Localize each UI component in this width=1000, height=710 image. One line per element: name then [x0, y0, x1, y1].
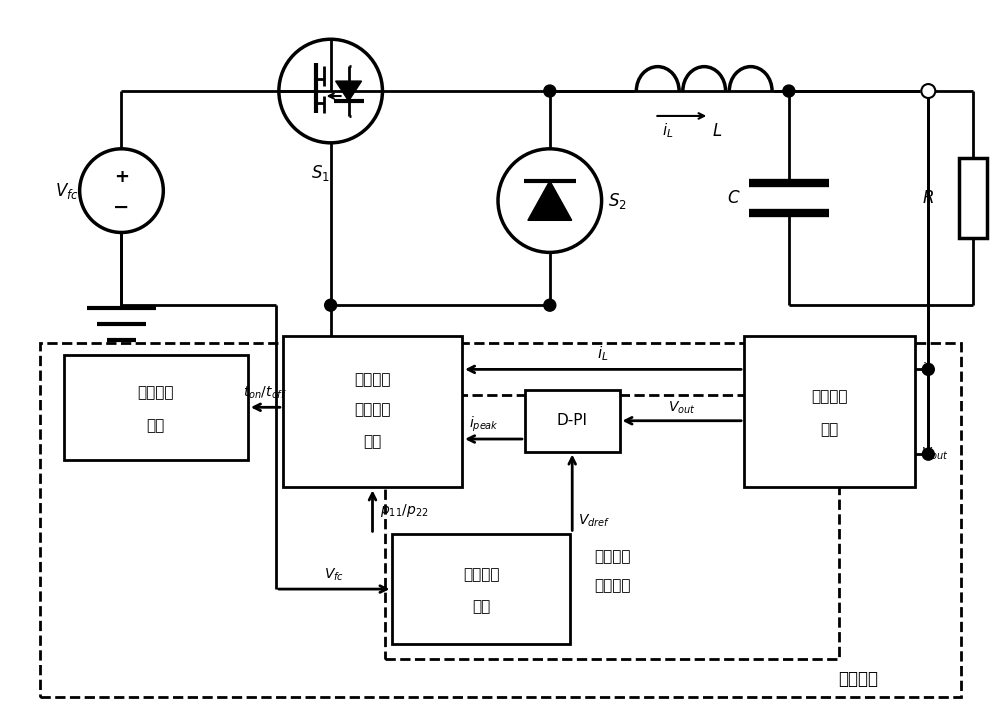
Bar	[959, 158, 987, 238]
Circle shape	[544, 299, 556, 311]
Polygon shape	[336, 81, 362, 101]
Text: 调控电路: 调控电路	[839, 670, 879, 688]
Circle shape	[922, 364, 934, 376]
Text: 外环电压: 外环电压	[594, 549, 630, 564]
Text: 模块: 模块	[821, 422, 839, 437]
Text: 关断时间: 关断时间	[354, 403, 391, 417]
FancyBboxPatch shape	[392, 535, 570, 644]
FancyBboxPatch shape	[525, 390, 620, 452]
Circle shape	[783, 85, 795, 97]
Text: $V_{out}$: $V_{out}$	[668, 399, 696, 416]
Text: 计算: 计算	[363, 434, 382, 449]
Text: $V_{fc}$: $V_{fc}$	[55, 180, 79, 201]
Text: $C$: $C$	[727, 189, 741, 207]
Circle shape	[921, 84, 935, 98]
Text: +: +	[114, 168, 129, 186]
Text: $t_{on}/t_{off}$: $t_{on}/t_{off}$	[243, 385, 287, 401]
Text: −: −	[113, 198, 130, 217]
Text: $i_{peak}$: $i_{peak}$	[469, 415, 499, 434]
Text: 斜率计算: 斜率计算	[463, 567, 499, 583]
Text: $R$: $R$	[922, 189, 934, 207]
Text: 调制解调: 调制解调	[138, 385, 174, 400]
FancyBboxPatch shape	[40, 343, 961, 697]
Text: 模块: 模块	[472, 599, 490, 615]
FancyBboxPatch shape	[64, 355, 248, 459]
Polygon shape	[528, 181, 572, 220]
Text: $i_L$: $i_L$	[597, 345, 609, 364]
Text: $S_1$: $S_1$	[311, 163, 330, 182]
Text: $V_{out}$: $V_{out}$	[921, 446, 949, 462]
Circle shape	[922, 448, 934, 460]
FancyBboxPatch shape	[744, 336, 915, 488]
Text: $S_2$: $S_2$	[608, 190, 627, 211]
Text: 开通时间: 开通时间	[354, 373, 391, 388]
FancyBboxPatch shape	[283, 336, 462, 488]
Text: $i_L$: $i_L$	[662, 121, 673, 141]
Text: $i_L$: $i_L$	[921, 361, 932, 378]
Text: 模块: 模块	[147, 417, 165, 432]
Text: 数据采集: 数据采集	[811, 389, 848, 404]
Text: $V_{dref}$: $V_{dref}$	[578, 513, 610, 530]
Circle shape	[325, 299, 337, 311]
Text: $V_{fc}$: $V_{fc}$	[324, 567, 344, 583]
Text: 控制模块: 控制模块	[594, 579, 630, 594]
Circle shape	[544, 85, 556, 97]
Text: $L$: $L$	[712, 122, 722, 140]
Text: $p_{11}/p_{22}$: $p_{11}/p_{22}$	[380, 503, 429, 520]
Text: D-PI: D-PI	[557, 413, 588, 428]
FancyBboxPatch shape	[385, 395, 839, 659]
